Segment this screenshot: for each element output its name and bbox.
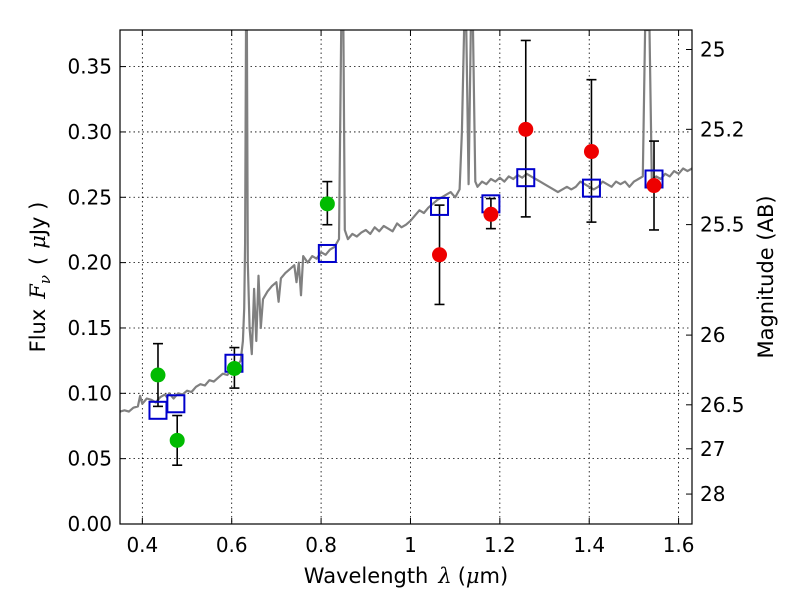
data-point xyxy=(432,247,448,263)
data-point xyxy=(518,121,534,137)
x-tick-label: 1.2 xyxy=(484,533,516,557)
x-tick-label: 1.6 xyxy=(663,533,695,557)
mag-tick-label: 27 xyxy=(700,437,725,461)
model-photometry-square xyxy=(317,243,337,263)
y-tick-label: 0.20 xyxy=(67,251,112,275)
data-point xyxy=(483,206,499,222)
y-axis-label: FluxFν(μJy ) xyxy=(26,202,54,353)
model-photometry-square xyxy=(166,394,186,414)
data-point xyxy=(169,432,185,448)
data-point xyxy=(583,144,599,160)
mag-tick-label: 28 xyxy=(700,482,725,506)
y-tick-label: 0.35 xyxy=(67,55,112,79)
y-tick-label: 0.05 xyxy=(67,447,112,471)
data-point xyxy=(319,196,335,212)
plot-frame xyxy=(119,29,693,525)
mag-tick-label: 26 xyxy=(700,323,725,347)
y-tick-label: 0.10 xyxy=(67,381,112,405)
x-tick-label: 0.8 xyxy=(305,533,337,557)
model-spectrum-line xyxy=(120,30,692,413)
ticks: 0.4 0.6 0.8 1 1.2 1.4 1.6 0.00 0.05 0.10 0.15 0.20 0… xyxy=(67,30,745,557)
mag-tick-label: 25 xyxy=(700,38,725,62)
x-tick-label: 0.6 xyxy=(216,533,248,557)
x-tick-label: 1 xyxy=(404,533,417,557)
y-tick-label: 0.25 xyxy=(67,185,112,209)
model-spectrum-layer xyxy=(120,30,692,413)
y-tick-label: 0.00 xyxy=(67,512,112,536)
mag-tick-label: 26.5 xyxy=(700,393,745,417)
data-point xyxy=(646,178,662,194)
model-photometry-square xyxy=(581,178,601,198)
data-point xyxy=(226,360,242,376)
secondary-y-axis-label: Magnitude (AB) xyxy=(754,195,778,358)
y-tick-label: 0.30 xyxy=(67,120,112,144)
model-photometry-square xyxy=(430,196,450,216)
x-axis-label: Wavelength λ (μm) xyxy=(304,564,508,588)
x-tick-label: 1.4 xyxy=(573,533,605,557)
markers xyxy=(148,121,664,448)
mag-tick-label: 25.2 xyxy=(700,117,745,141)
x-tick-label: 0.4 xyxy=(126,533,158,557)
data-point xyxy=(150,367,166,383)
model-photometry-square xyxy=(516,168,536,188)
y-tick-label: 0.15 xyxy=(67,316,112,340)
mag-tick-label: 25.5 xyxy=(700,213,745,237)
